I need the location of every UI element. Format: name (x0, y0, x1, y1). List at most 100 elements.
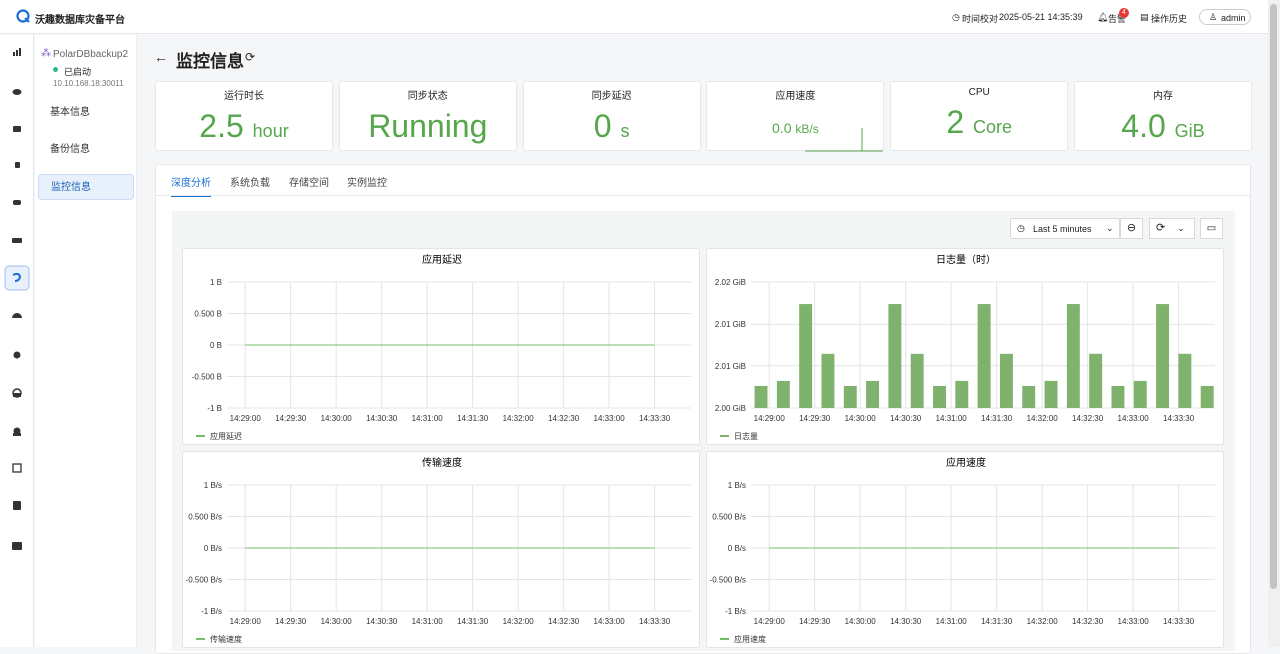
legend-swatch (196, 638, 205, 640)
zoom-out[interactable]: ⊖ (1120, 218, 1143, 239)
history[interactable]: 操作历史 (1151, 14, 1188, 24)
tab-active[interactable]: 深度分析 (171, 174, 211, 197)
x-tick-label: 14:30:00 (321, 414, 353, 423)
y-tick-label: -1 B (207, 404, 222, 413)
panel-title: 日志量（时） (936, 253, 996, 266)
x-tick-label: 14:31:30 (457, 617, 489, 626)
y-tick-label: 2.00 GiB (715, 404, 746, 413)
bar (955, 380, 969, 408)
stat-value: Running (340, 108, 516, 145)
x-tick-label: 14:32:00 (503, 414, 535, 423)
stat-number: 0.0 (772, 120, 792, 136)
stat-unit: kB/s (795, 122, 819, 136)
bar (933, 385, 946, 408)
stat-value: 0.0 kB/s (707, 120, 883, 136)
x-tick-label: 14:31:00 (412, 414, 444, 423)
bar (977, 304, 991, 408)
x-tick-label: 14:31:00 (412, 617, 444, 626)
bar (1066, 304, 1080, 408)
x-tick-label: 14:31:00 (936, 414, 968, 423)
history-icon[interactable]: ▤ (1140, 12, 1149, 22)
stat-label: 应用速度 (775, 91, 816, 102)
instance-name: PolarDBbackup2 (53, 49, 129, 60)
time: 2025-05-21 14:35:39 (999, 12, 1083, 22)
view-mode[interactable]: ▭ (1200, 218, 1223, 239)
y-tick-label: 1 B/s (204, 481, 222, 490)
y-tick-label: 1 B/s (728, 481, 746, 490)
stat-label: CPU (968, 87, 990, 98)
time-range-picker[interactable]: ◷ Last 5 minutes ⌄ (1010, 218, 1120, 239)
back-button[interactable]: ← (154, 49, 168, 65)
refresh-picker[interactable]: ⟳ ⌄ (1149, 218, 1195, 239)
scroll-thumb[interactable] (1270, 4, 1277, 589)
bell-icon[interactable]: 🔔︎ (1097, 12, 1109, 22)
bar (1178, 353, 1192, 408)
stat-value: 2.5 hour (156, 108, 332, 145)
stat-card: 同步延迟 0 s (522, 81, 701, 151)
legend-label: 应用速度 (734, 634, 766, 644)
y-tick-label: 2.01 GiB (715, 362, 746, 371)
tab[interactable]: 存储空间 (289, 178, 329, 189)
alert-badge: 4 (1119, 8, 1129, 18)
x-tick-label: 14:33:00 (594, 414, 626, 423)
legend-swatch (720, 435, 729, 437)
x-tick-label: 14:30:30 (890, 617, 922, 626)
x-tick-label: 14:32:00 (1027, 617, 1059, 626)
y-tick-label: 0 B (210, 341, 222, 350)
stat-label: 内存 (1153, 91, 1173, 102)
refresh-button[interactable]: ⟳ (245, 50, 256, 64)
chart: 日志量（时） 2.02 GiB 2.01 GiB 2.01 GiB 2.00 GiB 14… (715, 253, 1215, 441)
bar (821, 353, 835, 408)
stat-label: 运行时长 (224, 91, 264, 102)
bar (1044, 380, 1058, 408)
bar (1133, 380, 1147, 408)
x-tick-label: 14:29:00 (230, 617, 262, 626)
bar (1200, 385, 1214, 408)
page-title: 监控信息 (176, 52, 244, 71)
stat-card: 运行时长 2.5 hour (155, 81, 333, 151)
menu-item-active[interactable]: 监控信息 (38, 174, 134, 200)
panel: 应用速度 1 B/s 0.500 B/s 0 B/s -0.500 B/s -1 B/s 1… (706, 451, 1224, 648)
menu-item[interactable]: 基本信息 (50, 107, 90, 118)
y-tick-label: 0.500 B/s (188, 513, 222, 522)
sparkline (805, 128, 884, 152)
bar (754, 385, 768, 408)
tab[interactable]: 系统负载 (230, 178, 270, 189)
user-button[interactable]: ♙ admin (1199, 9, 1251, 25)
x-tick-label: 14:31:30 (981, 414, 1013, 423)
stat-card: 应用速度 0.0 kB/s (706, 81, 885, 152)
x-tick-label: 14:30:30 (366, 617, 398, 626)
x-tick-label: 14:33:00 (594, 617, 626, 626)
y-tick-label: -0.500 B (192, 373, 222, 382)
y-tick-label: 1 B (210, 278, 222, 287)
stat-number: 2.5 (199, 108, 244, 144)
icon-sidebar (0, 35, 34, 647)
panel: 传输速度 1 B/s 0.500 B/s 0 B/s -0.500 B/s -1 B/s 1… (182, 451, 700, 648)
y-tick-label: 2.01 GiB (715, 320, 746, 329)
stat-number: 4.0 (1121, 108, 1166, 144)
x-tick-label: 14:32:30 (1072, 617, 1104, 626)
stat-number: Running (368, 108, 488, 144)
stat-number: 0 (593, 108, 612, 144)
clock-icon: ◷ (1017, 223, 1025, 233)
bar (888, 304, 902, 408)
clock-icon: ◷ (952, 12, 960, 22)
bar (866, 380, 880, 408)
panel-title: 应用延迟 (422, 253, 462, 266)
y-tick-label: 0 B/s (728, 544, 746, 553)
sidebar-icons (4, 48, 30, 550)
chart: 应用速度 1 B/s 0.500 B/s 0 B/s -0.500 B/s -1 B/s 1… (710, 456, 1215, 644)
menu-item[interactable]: 备份信息 (50, 144, 90, 155)
panel: 日志量（时） 2.02 GiB 2.01 GiB 2.01 GiB 2.00 GiB 14… (706, 248, 1224, 445)
stat-value: 2 Core (891, 104, 1067, 141)
stat-unit: s (620, 121, 630, 141)
alerts[interactable]: 告警 (1108, 14, 1127, 24)
bar (1022, 385, 1036, 408)
tab[interactable]: 实例监控 (347, 178, 387, 189)
y-tick-label: 2.02 GiB (715, 278, 746, 287)
x-tick-label: 14:30:30 (366, 414, 398, 423)
legend-swatch (720, 638, 729, 640)
bar (843, 385, 857, 408)
chevron: ⌄ (1106, 223, 1114, 233)
